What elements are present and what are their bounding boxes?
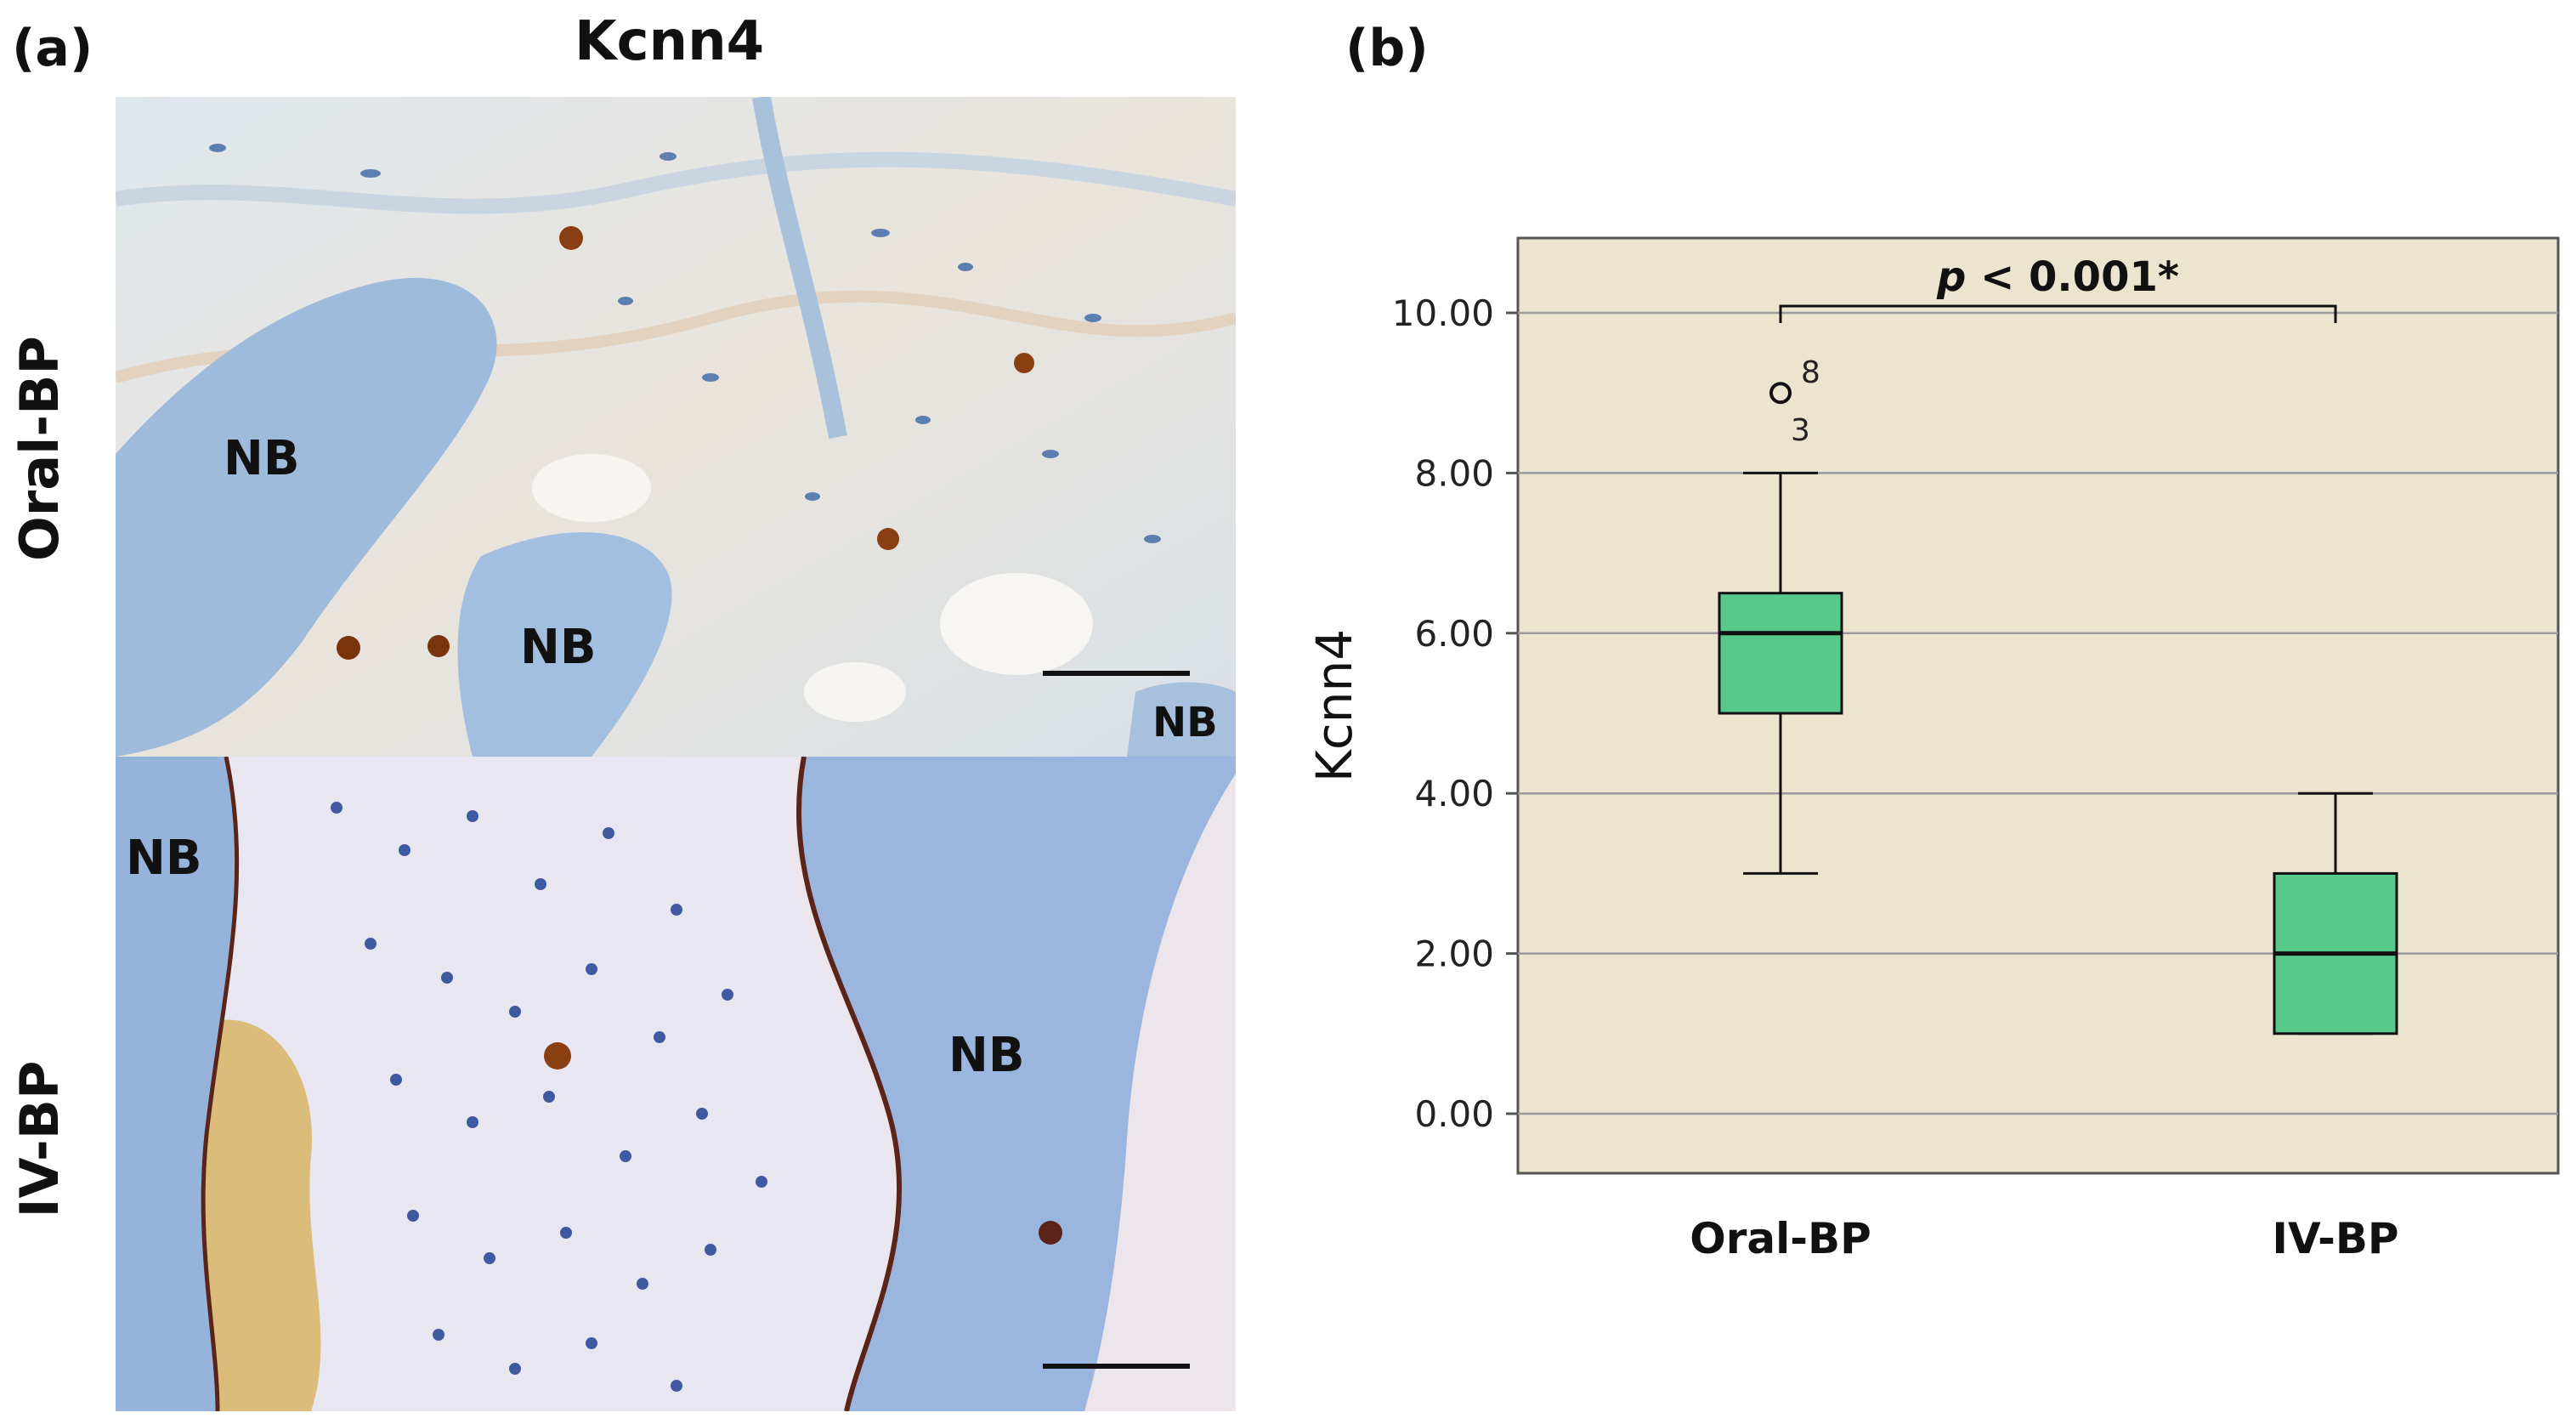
micrograph-oral-bp: NB NB NB [116,97,1236,757]
nb-label: NB [126,831,202,886]
plot-area [1516,236,2560,1175]
row-label-oral-bp: Oral-BP [8,336,71,561]
y-tick-label: 8.00 [1414,452,1494,494]
boxes: 83 [1718,355,2398,1035]
nb-label: NB [224,431,300,486]
bone-fragment [1127,682,1236,757]
y-tick-label: 6.00 [1414,613,1494,655]
x-tick-label: Oral-BP [1690,1214,1871,1263]
x-tick-label: IV-BP [2272,1214,2398,1263]
bone-fragment [457,532,672,757]
outlier-label: 8 [1801,355,1820,390]
p-value-label: p < 0.001* [1936,253,2179,301]
outlier-label: 3 [1791,413,1810,448]
nb-label: NB [1152,699,1218,746]
bone-fragment [116,277,497,757]
significance-bracket [1779,304,2337,323]
panel-a-label: (a) [12,19,93,78]
scale-bar [1043,1364,1190,1369]
micrograph-iv-bp: NB NB [116,757,1236,1411]
box-iv-bp [2273,791,2398,1035]
outlier-point [1769,382,1792,405]
box-oral-bp: 83 [1718,355,1843,875]
iqr-box [1718,592,1843,715]
x-axis-labels: Oral-BP IV-BP [1690,1214,2398,1263]
bone-fragment [116,757,237,1411]
row-label-iv-bp: IV-BP [8,1060,71,1218]
bone-fragment [798,757,1236,1411]
nb-label: NB [948,1028,1025,1083]
y-tick-label: 2.00 [1414,933,1494,975]
panel-b-label: (b) [1345,19,1429,78]
panel-a-title: Kcnn4 [575,10,765,73]
nb-label: NB [520,620,597,675]
significance-annotation: p < 0.001* [1779,253,2337,323]
y-tick-label: 10.00 [1392,292,1494,334]
y-tick-label: 0.00 [1414,1093,1494,1135]
scale-bar [1043,671,1190,676]
y-tick-label: 4.00 [1414,773,1494,814]
gridlines [1518,311,2558,1115]
y-axis-ticks: 0.00 2.00 4.00 6.00 8.00 10.00 [1392,292,1518,1135]
y-axis-label: Kcnn4 [1309,629,1363,782]
